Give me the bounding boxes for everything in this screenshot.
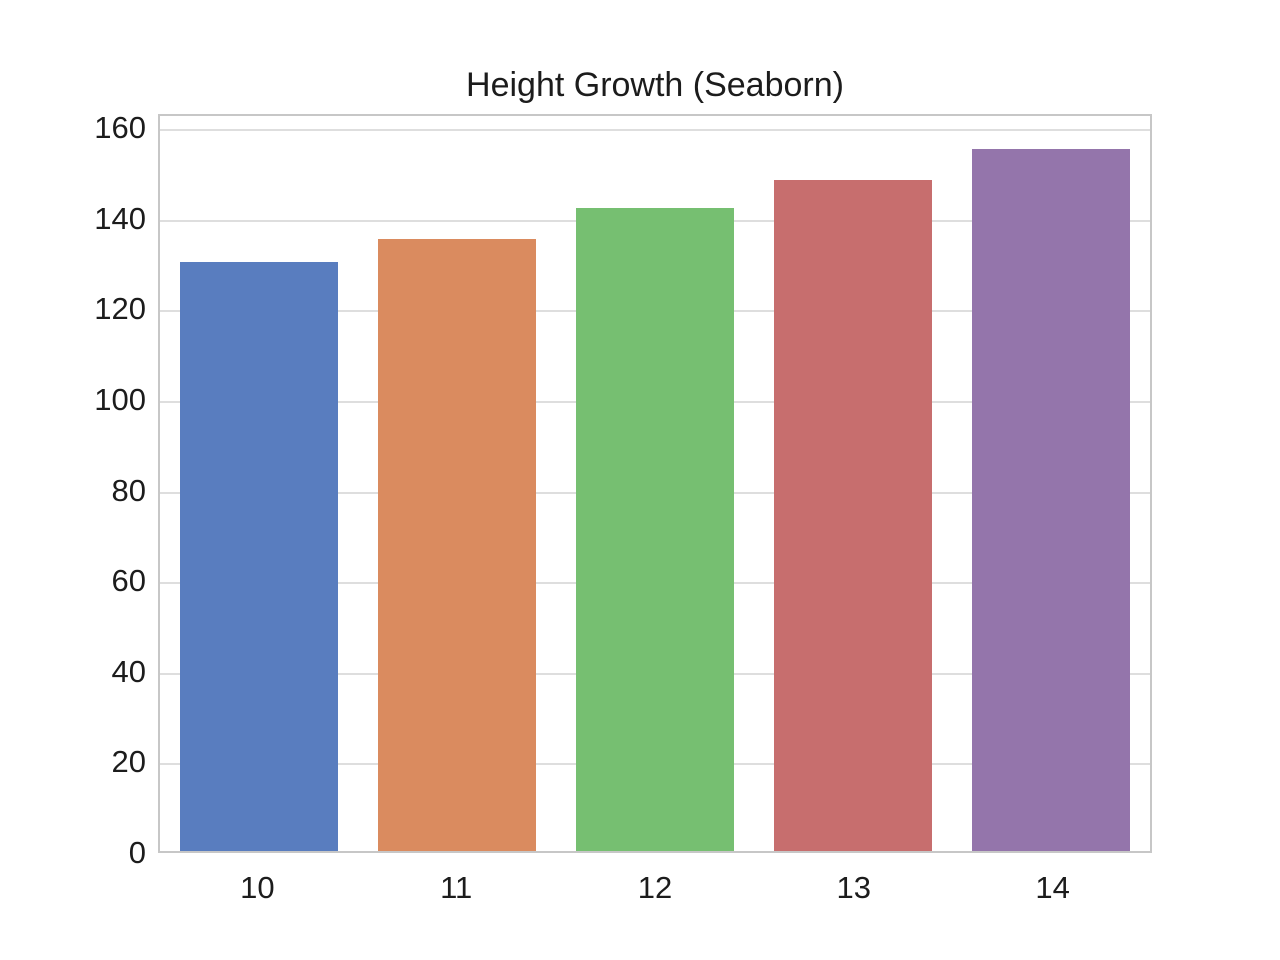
bar-age-11 <box>377 239 537 851</box>
y-tick-label-60: 60 <box>111 563 146 599</box>
y-tick-label-20: 20 <box>111 744 146 780</box>
y-axis-tick-labels: 0 20 40 60 80 100 120 140 160 <box>0 110 146 869</box>
y-tick-label-160: 160 <box>94 110 146 146</box>
y-tick-label-100: 100 <box>94 381 146 417</box>
bar-age-10 <box>179 261 339 851</box>
x-tick-label-14: 14 <box>1035 870 1070 905</box>
chart-title: Height Growth (Seaborn) <box>466 66 844 104</box>
x-tick-label-13: 13 <box>836 870 872 905</box>
gridline-y-160 <box>160 129 1150 132</box>
x-tick-label-10: 10 <box>240 870 275 905</box>
bar-age-14 <box>971 148 1131 851</box>
y-tick-label-120: 120 <box>94 291 146 327</box>
plot-area <box>158 114 1152 853</box>
y-tick-label-0: 0 <box>128 835 146 870</box>
y-tick-label-80: 80 <box>111 472 146 508</box>
x-axis-tick-labels: 10 11 12 13 14 <box>158 868 1152 908</box>
y-tick-label-40: 40 <box>111 653 146 689</box>
bar-age-12 <box>575 207 735 851</box>
bar-age-13 <box>773 180 933 851</box>
x-tick-label-12: 12 <box>637 870 673 905</box>
x-tick-label-11: 11 <box>440 870 473 905</box>
y-tick-label-140: 140 <box>94 200 146 236</box>
